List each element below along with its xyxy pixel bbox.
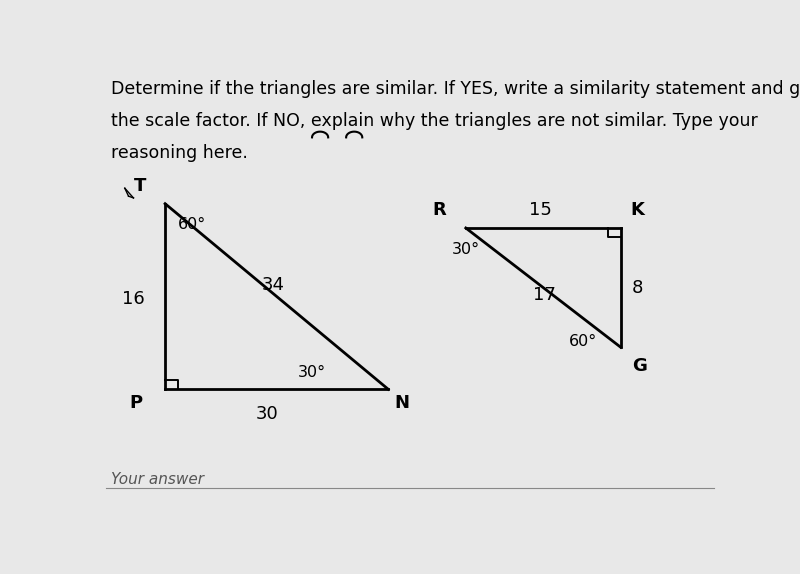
Text: G: G bbox=[632, 357, 647, 375]
Text: 8: 8 bbox=[632, 278, 643, 297]
Text: the scale factor. If NO, explain why the triangles are not similar. Type your: the scale factor. If NO, explain why the… bbox=[111, 112, 758, 130]
Text: 30°: 30° bbox=[298, 366, 326, 381]
Text: T: T bbox=[134, 177, 146, 195]
Text: N: N bbox=[394, 394, 410, 412]
Text: Determine if the triangles are similar. If YES, write a similarity statement and: Determine if the triangles are similar. … bbox=[111, 80, 800, 98]
Text: 30°: 30° bbox=[452, 242, 480, 257]
Text: 15: 15 bbox=[529, 201, 552, 219]
Text: 17: 17 bbox=[533, 286, 556, 304]
Text: 16: 16 bbox=[122, 290, 145, 308]
Text: 30: 30 bbox=[256, 405, 278, 423]
Text: 34: 34 bbox=[262, 277, 284, 294]
Text: R: R bbox=[432, 201, 446, 219]
Text: P: P bbox=[129, 394, 142, 412]
Text: Your answer: Your answer bbox=[111, 472, 204, 487]
Text: K: K bbox=[630, 201, 644, 219]
Text: 60°: 60° bbox=[569, 334, 598, 349]
Text: reasoning here.: reasoning here. bbox=[111, 144, 248, 161]
Text: 60°: 60° bbox=[178, 217, 206, 232]
